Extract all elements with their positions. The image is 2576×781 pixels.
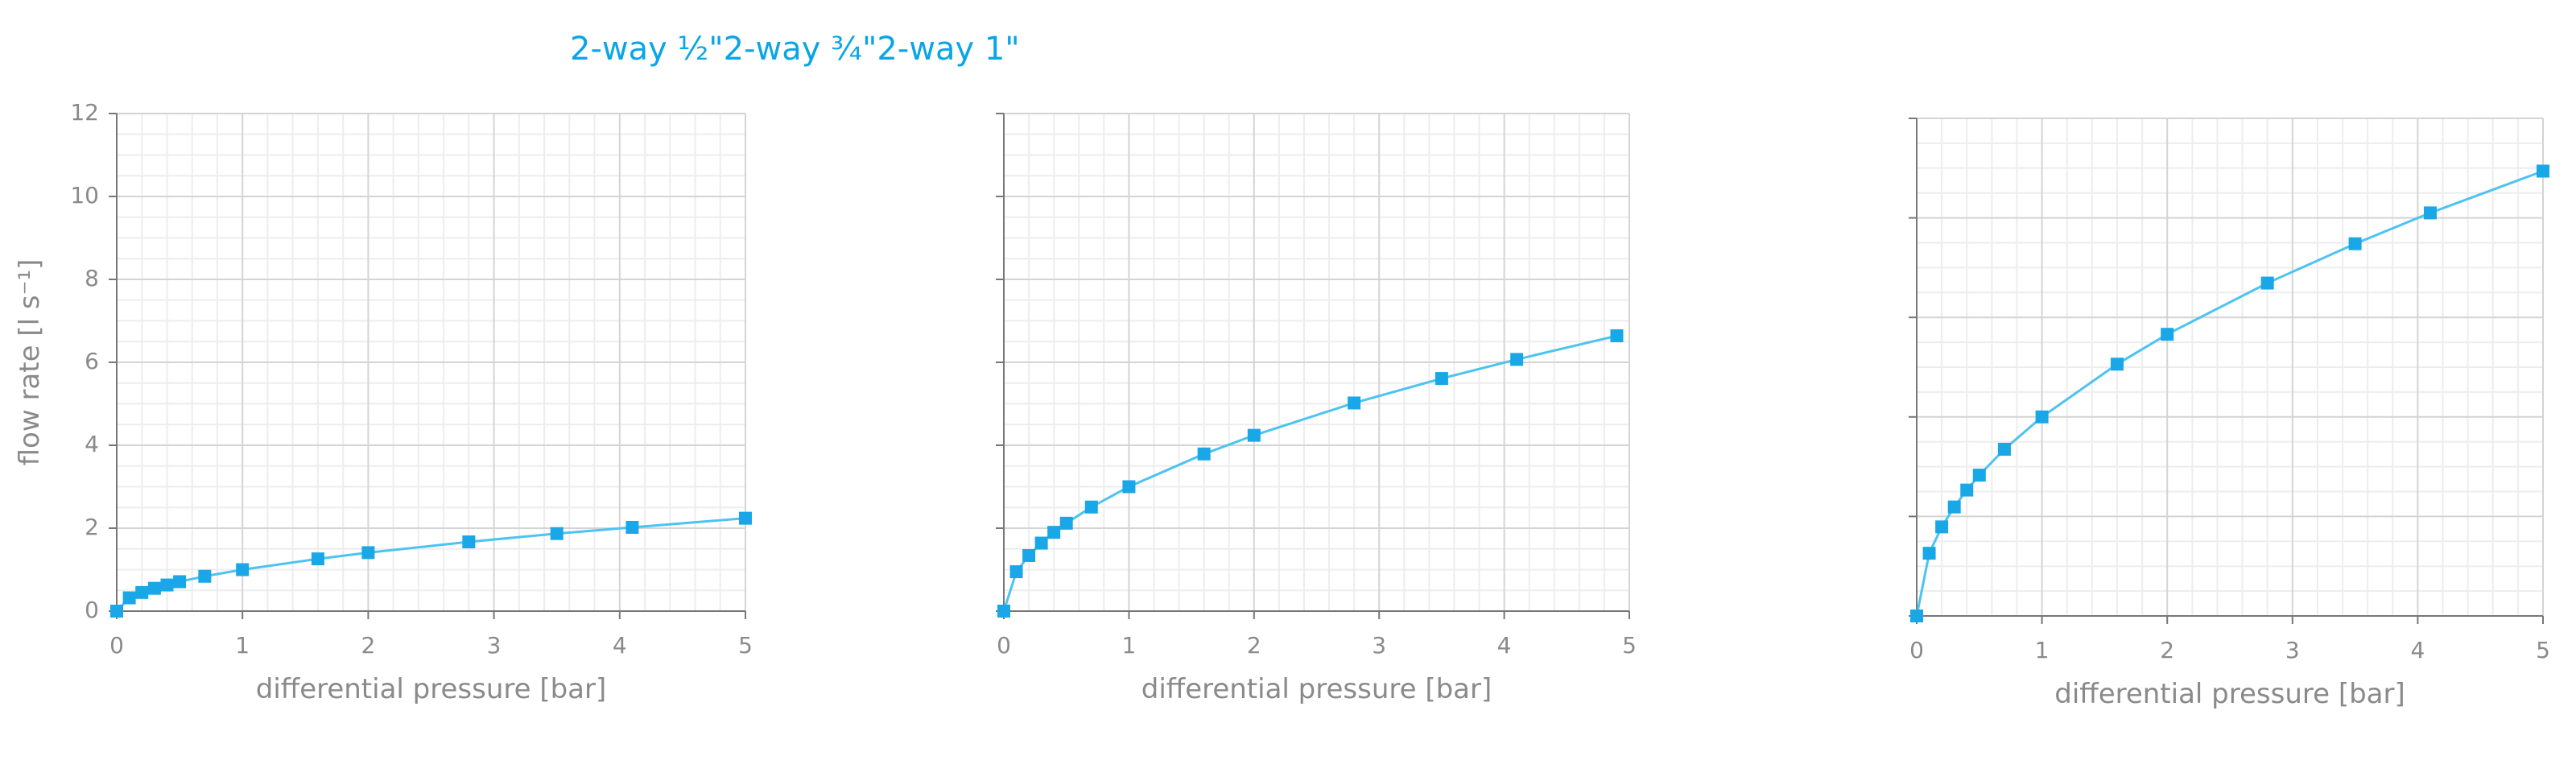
- x-axis-label: differential pressure [bar]: [256, 673, 607, 705]
- y-tick-label: 4: [85, 431, 99, 457]
- data-marker: [1510, 353, 1524, 366]
- data-marker: [361, 546, 375, 560]
- x-tick-label: 3: [2285, 637, 2300, 663]
- x-tick-label: 0: [109, 632, 124, 659]
- x-tick-label: 1: [1121, 632, 1136, 659]
- x-tick-label: 1: [235, 632, 250, 659]
- data-marker: [2423, 206, 2437, 220]
- data-line: [1915, 170, 2544, 617]
- data-marker: [462, 535, 476, 548]
- data-line: [115, 517, 746, 613]
- tab-titles: 2-way ½"2-way ¾"2-way 1": [570, 31, 1020, 68]
- data-marker: [135, 585, 149, 599]
- data-marker: [2537, 164, 2549, 178]
- data-marker: [550, 527, 564, 540]
- x-tick-label: 4: [2410, 637, 2425, 663]
- data-marker: [198, 569, 212, 583]
- tab-title: 2-way 1": [877, 31, 1019, 68]
- x-tick-label: 0: [1909, 637, 1924, 663]
- data-marker: [1910, 610, 1923, 622]
- data-marker: [122, 591, 136, 605]
- x-tick-label: 3: [1372, 632, 1386, 659]
- data-marker: [1435, 372, 1448, 386]
- tab-title: 2-way ¾": [724, 31, 877, 68]
- data-marker: [1197, 447, 1211, 461]
- data-marker: [1084, 500, 1098, 514]
- data-marker: [2110, 357, 2124, 371]
- tab-title: 2-way ½": [570, 31, 724, 68]
- data-marker: [311, 552, 324, 566]
- data-marker: [1922, 547, 1936, 560]
- data-marker: [1960, 483, 1974, 497]
- data-marker: [1059, 516, 1073, 530]
- x-axis-label: differential pressure [bar]: [1141, 673, 1492, 705]
- data-marker: [1947, 500, 1961, 514]
- y-tick-label: 6: [85, 348, 99, 374]
- data-marker: [2260, 276, 2274, 290]
- data-marker: [625, 520, 639, 534]
- data-marker: [2161, 328, 2174, 341]
- y-tick-label: 12: [70, 99, 99, 126]
- x-tick-label: 4: [613, 632, 627, 659]
- data-marker: [1247, 428, 1261, 442]
- data-marker: [1022, 548, 1036, 562]
- data-marker: [147, 581, 161, 595]
- data-marker: [1348, 396, 1361, 410]
- y-tick-label: 0: [85, 597, 99, 623]
- y-axis-label: flow rate [l s⁻¹]: [14, 259, 46, 466]
- data-marker: [2035, 410, 2049, 424]
- y-tick-label: 10: [70, 182, 99, 209]
- x-tick-label: 2: [2160, 637, 2174, 663]
- x-tick-label: 3: [487, 632, 502, 659]
- x-tick-label: 5: [1622, 632, 1637, 659]
- data-marker: [739, 511, 752, 525]
- x-tick-label: 5: [738, 632, 753, 659]
- x-tick-label: 1: [2035, 637, 2050, 663]
- data-marker: [1610, 329, 1624, 343]
- data-marker: [173, 575, 187, 589]
- data-marker: [997, 605, 1010, 618]
- x-axis-label: differential pressure [bar]: [2054, 678, 2405, 710]
- data-marker: [1034, 536, 1048, 550]
- x-tick-label: 4: [1497, 632, 1512, 659]
- data-marker: [110, 605, 123, 618]
- data-marker: [1997, 442, 2011, 456]
- data-marker: [1047, 526, 1061, 539]
- data-marker: [2348, 237, 2362, 250]
- data-marker: [236, 563, 250, 576]
- data-marker: [1122, 480, 1136, 494]
- y-tick-label: 2: [85, 514, 99, 540]
- data-marker: [1935, 520, 1949, 534]
- y-tick-label: 8: [85, 265, 99, 291]
- data-marker: [1009, 565, 1023, 579]
- x-tick-label: 2: [361, 632, 375, 659]
- x-tick-label: 0: [997, 632, 1011, 659]
- x-tick-label: 5: [2536, 637, 2550, 663]
- x-tick-label: 2: [1247, 632, 1261, 659]
- data-marker: [1972, 469, 1986, 482]
- data-marker: [160, 578, 174, 592]
